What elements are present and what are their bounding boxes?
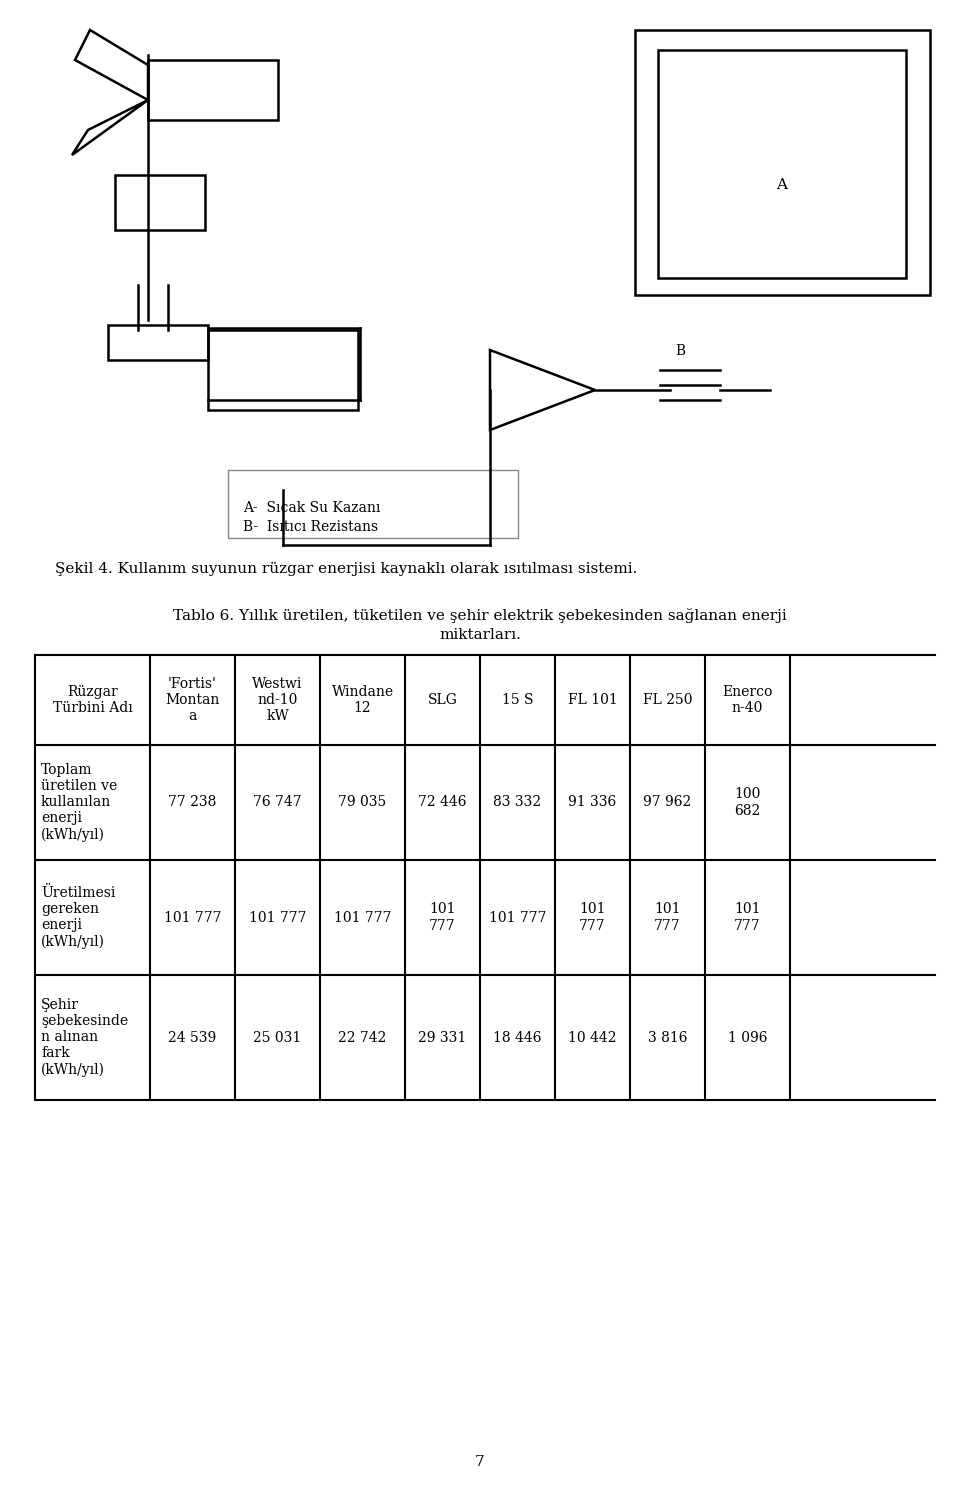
Bar	[228, 470, 518, 538]
Text: 101 777: 101 777	[334, 911, 392, 924]
Text: Toplam
üretilen ve
kullanılan
enerji
(kWh/yıl): Toplam üretilen ve kullanılan enerji (kW…	[41, 763, 117, 842]
Bar	[148, 60, 278, 119]
Bar	[108, 325, 208, 359]
Text: 18 446: 18 446	[493, 1030, 541, 1045]
Text: 101
777: 101 777	[734, 902, 761, 932]
Text: 10 442: 10 442	[568, 1030, 616, 1045]
Text: 101
777: 101 777	[429, 902, 456, 932]
Text: FL 250: FL 250	[643, 693, 692, 707]
Text: B: B	[675, 344, 685, 358]
Text: 101
777: 101 777	[654, 902, 681, 932]
Text: A-  Sıcak Su Kazanı: A- Sıcak Su Kazanı	[243, 501, 380, 514]
Text: 76 747: 76 747	[253, 796, 301, 810]
Text: 7: 7	[475, 1455, 485, 1469]
Polygon shape	[75, 30, 148, 100]
Text: A: A	[777, 177, 787, 192]
Text: 29 331: 29 331	[419, 1030, 467, 1045]
Text: SLG: SLG	[427, 693, 457, 707]
Text: Rüzgar
Türbini Adı: Rüzgar Türbini Adı	[53, 684, 132, 716]
Text: Windane
12: Windane 12	[331, 684, 394, 716]
Text: Üretilmesi
gereken
enerji
(kWh/yıl): Üretilmesi gereken enerji (kWh/yıl)	[41, 886, 115, 950]
Text: 79 035: 79 035	[338, 796, 387, 810]
Text: 101
777: 101 777	[579, 902, 606, 932]
Text: 15 S: 15 S	[502, 693, 533, 707]
Bar	[635, 30, 930, 295]
Text: 1 096: 1 096	[728, 1030, 767, 1045]
Text: FL 101: FL 101	[567, 693, 617, 707]
Text: 101 777: 101 777	[489, 911, 546, 924]
Text: miktarları.: miktarları.	[439, 628, 521, 643]
Text: Tablo 6. Yıllık üretilen, tüketilen ve şehir elektrik şebekesinden sağlanan ener: Tablo 6. Yıllık üretilen, tüketilen ve ş…	[173, 608, 787, 623]
Polygon shape	[490, 350, 595, 429]
Text: 77 238: 77 238	[168, 796, 217, 810]
Text: 3 816: 3 816	[648, 1030, 687, 1045]
Text: 22 742: 22 742	[338, 1030, 387, 1045]
Text: Enerco
n-40: Enerco n-40	[722, 684, 773, 716]
Text: 25 031: 25 031	[253, 1030, 301, 1045]
Text: Şekil 4. Kullanım suyunun rüzgar enerjisi kaynaklı olarak ısıtılması sistemi.: Şekil 4. Kullanım suyunun rüzgar enerjis…	[55, 562, 637, 576]
Text: Şehir
şebekesinde
n alınan
fark
(kWh/yıl): Şehir şebekesinde n alınan fark (kWh/yıl…	[41, 997, 128, 1077]
Bar	[115, 174, 205, 230]
Text: 101 777: 101 777	[249, 911, 306, 924]
Text: B-  Isıtıcı Rezistans: B- Isıtıcı Rezistans	[243, 520, 378, 534]
Bar	[658, 51, 906, 277]
Text: 97 962: 97 962	[643, 796, 691, 810]
Text: 100
682: 100 682	[734, 787, 760, 817]
Text: 101 777: 101 777	[164, 911, 221, 924]
Text: 72 446: 72 446	[419, 796, 467, 810]
Bar	[208, 330, 358, 410]
Text: Westwi
nd-10
kW: Westwi nd-10 kW	[252, 677, 302, 723]
Text: 91 336: 91 336	[568, 796, 616, 810]
Polygon shape	[72, 100, 148, 155]
Text: 'Fortis'
Montan
a: 'Fortis' Montan a	[165, 677, 220, 723]
Text: 83 332: 83 332	[493, 796, 541, 810]
Text: 24 539: 24 539	[168, 1030, 217, 1045]
